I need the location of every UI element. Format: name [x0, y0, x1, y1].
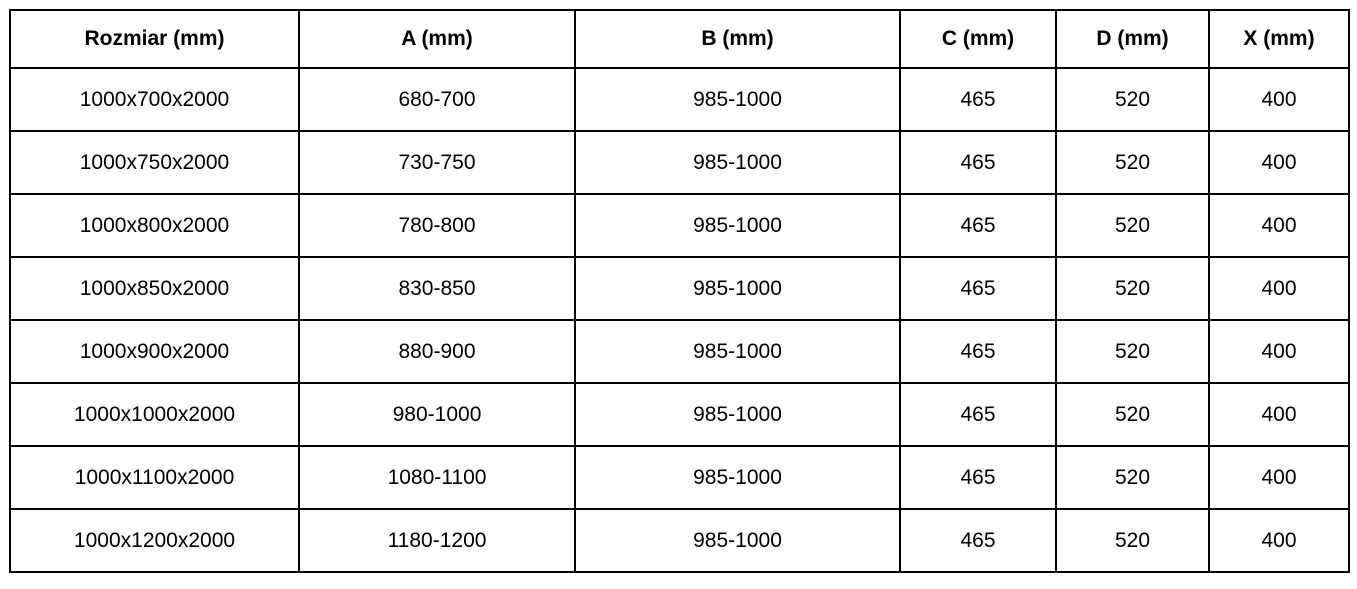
table-cell: 400: [1208, 445, 1350, 510]
table-cell: 730-750: [298, 130, 576, 195]
table-cell: 1000x850x2000: [9, 256, 300, 321]
column-header: A (mm): [298, 9, 576, 69]
table-cell: 520: [1055, 130, 1210, 195]
table-cell: 980-1000: [298, 382, 576, 447]
table-cell: 1000x1100x2000: [9, 445, 300, 510]
table-cell: 830-850: [298, 256, 576, 321]
table-cell: 985-1000: [574, 130, 901, 195]
table-cell: 1000x800x2000: [9, 193, 300, 258]
table-cell: 680-700: [298, 67, 576, 132]
header-row: Rozmiar (mm) A (mm) B (mm) C (mm) D (mm) X (m…: [9, 9, 1350, 69]
table-cell: 520: [1055, 319, 1210, 384]
column-header: Rozmiar (mm): [9, 9, 300, 69]
table-row: 1000x1200x2000 1180-1200 985-1000 465 520 400: [9, 508, 1350, 573]
table-cell: 985-1000: [574, 67, 901, 132]
table-body: 1000x700x2000 680-700 985-1000 465 520 400 100…: [9, 67, 1350, 573]
table-cell: 400: [1208, 256, 1350, 321]
table-cell: 985-1000: [574, 256, 901, 321]
table-cell: 465: [899, 130, 1057, 195]
table-cell: 465: [899, 445, 1057, 510]
table-cell: 1000x900x2000: [9, 319, 300, 384]
table-cell: 985-1000: [574, 319, 901, 384]
table-row: 1000x800x2000 780-800 985-1000 465 520 400: [9, 193, 1350, 258]
table-cell: 985-1000: [574, 508, 901, 573]
table-cell: 520: [1055, 193, 1210, 258]
table-row: 1000x750x2000 730-750 985-1000 465 520 400: [9, 130, 1350, 195]
table-row: 1000x1100x2000 1080-1100 985-1000 465 520 400: [9, 445, 1350, 510]
table-cell: 1080-1100: [298, 445, 576, 510]
table-row: 1000x1000x2000 980-1000 985-1000 465 520 400: [9, 382, 1350, 447]
table-cell: 465: [899, 67, 1057, 132]
table-cell: 400: [1208, 382, 1350, 447]
table-cell: 520: [1055, 382, 1210, 447]
table-cell: 1180-1200: [298, 508, 576, 573]
table-row: 1000x900x2000 880-900 985-1000 465 520 400: [9, 319, 1350, 384]
column-header: X (mm): [1208, 9, 1350, 69]
table-cell: 400: [1208, 508, 1350, 573]
table-cell: 520: [1055, 256, 1210, 321]
table-cell: 520: [1055, 445, 1210, 510]
table-cell: 985-1000: [574, 382, 901, 447]
table-cell: 465: [899, 256, 1057, 321]
table-cell: 1000x1200x2000: [9, 508, 300, 573]
table-cell: 400: [1208, 319, 1350, 384]
table-cell: 520: [1055, 67, 1210, 132]
table-row: 1000x850x2000 830-850 985-1000 465 520 400: [9, 256, 1350, 321]
table-cell: 1000x750x2000: [9, 130, 300, 195]
column-header: C (mm): [899, 9, 1057, 69]
table-cell: 520: [1055, 508, 1210, 573]
table-cell: 985-1000: [574, 193, 901, 258]
table-row: 1000x700x2000 680-700 985-1000 465 520 400: [9, 67, 1350, 132]
column-header: B (mm): [574, 9, 901, 69]
table-cell: 1000x700x2000: [9, 67, 300, 132]
table-cell: 780-800: [298, 193, 576, 258]
table-cell: 880-900: [298, 319, 576, 384]
table-cell: 400: [1208, 130, 1350, 195]
size-specification-table: Rozmiar (mm) A (mm) B (mm) C (mm) D (mm) X (m…: [9, 9, 1350, 573]
table-cell: 465: [899, 193, 1057, 258]
table-cell: 465: [899, 382, 1057, 447]
table-cell: 400: [1208, 67, 1350, 132]
table-cell: 400: [1208, 193, 1350, 258]
table-cell: 465: [899, 319, 1057, 384]
table-cell: 1000x1000x2000: [9, 382, 300, 447]
column-header: D (mm): [1055, 9, 1210, 69]
table-cell: 465: [899, 508, 1057, 573]
table-cell: 985-1000: [574, 445, 901, 510]
